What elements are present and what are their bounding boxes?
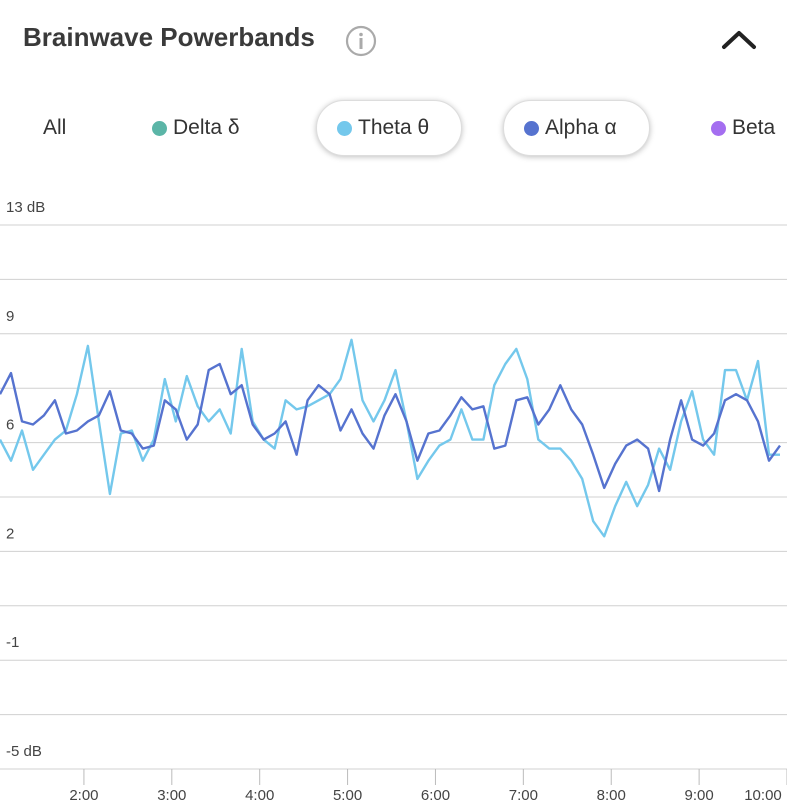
y-tick-label: 9 <box>6 308 14 325</box>
chip-dot <box>152 120 167 136</box>
x-tick-label: 3:00 <box>157 787 186 801</box>
x-tick-label: 8:00 <box>597 787 626 801</box>
filter-chip[interactable]: Alpha α <box>503 100 650 156</box>
series-line <box>0 338 780 538</box>
y-tick-label: -5 dB <box>6 743 42 760</box>
chip-dot <box>337 120 352 136</box>
info-icon[interactable] <box>345 25 377 57</box>
title: Brainwave Powerbands <box>23 22 315 52</box>
x-tick-label: 2:00 <box>69 787 98 801</box>
chip-dot <box>711 120 726 136</box>
x-tick-label: 6:00 <box>421 787 450 801</box>
y-tick-label: 13 dB <box>6 199 45 216</box>
chip-label: Beta <box>732 116 776 139</box>
filter-chip[interactable]: Delta δ <box>152 100 240 156</box>
x-tick-label: 7:00 <box>509 787 538 801</box>
collapse-chevron[interactable] <box>720 28 760 52</box>
filter-chip[interactable]: Beta <box>711 100 775 156</box>
filter-chip[interactable]: Theta θ <box>316 100 462 156</box>
y-tick-label: 2 <box>6 525 14 542</box>
series-line <box>0 362 781 493</box>
x-tick-label: 9:00 <box>685 787 714 801</box>
y-tick-label: 6 <box>6 417 14 434</box>
chip-label: Delta δ <box>173 116 240 139</box>
x-tick-label: 5:00 <box>333 787 362 801</box>
legend-label: Alpha α <box>545 116 617 139</box>
y-tick-label: -1 <box>6 634 19 651</box>
filter-all[interactable]: All <box>43 116 67 139</box>
legend-label: Theta θ <box>358 116 430 139</box>
x-tick-label: 10:00 <box>744 787 782 801</box>
chip-dot <box>524 120 539 136</box>
x-tick-label: 4:00 <box>245 787 274 801</box>
